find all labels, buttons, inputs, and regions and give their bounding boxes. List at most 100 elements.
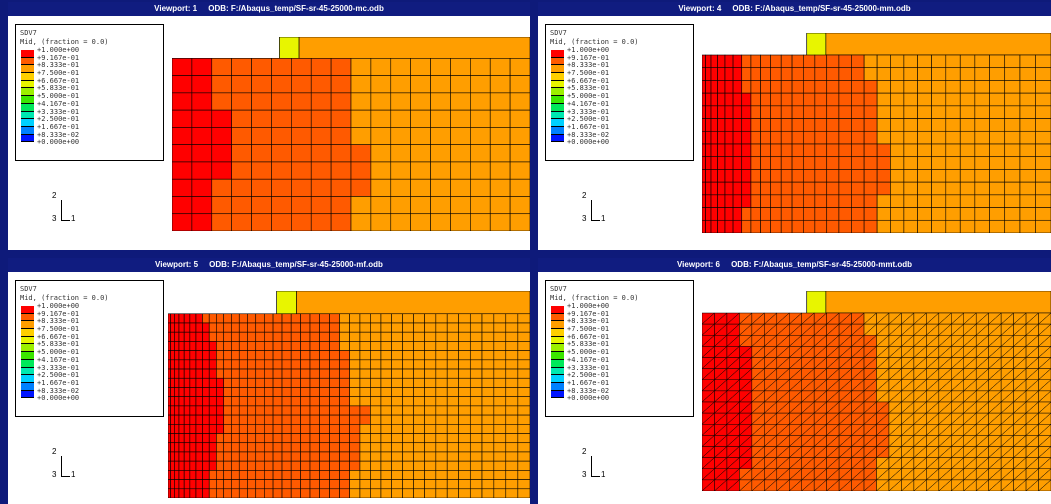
mesh-element [168,451,171,462]
legend-swatch [21,359,34,368]
mesh-element [863,194,878,208]
mesh-element [450,58,471,76]
mesh-element [791,92,804,107]
mesh-element [300,424,311,434]
mesh-element [202,451,210,462]
mesh-element [211,161,232,180]
mesh-element [231,92,252,111]
mesh-element [255,442,265,453]
mesh-element [424,350,437,361]
mesh-element [410,196,431,215]
mesh-element [717,105,726,119]
mesh-element [247,470,257,480]
legend-label: +7.500e-01 [567,69,610,78]
mesh-element [255,377,265,388]
mesh-element [446,414,459,425]
mesh-element [202,387,210,397]
mesh-element [989,54,1006,69]
mesh-element [339,341,350,351]
mesh-element [281,377,292,388]
mesh-element [959,54,976,69]
mesh-element [989,194,1006,208]
mesh-element [945,169,961,183]
mesh-element [247,322,257,333]
mesh-element [505,377,519,388]
mesh-element [189,442,197,453]
mesh-element [216,368,225,379]
mesh-element [189,313,197,324]
mesh-element [189,396,197,407]
mesh-element [174,359,180,370]
mesh-element [231,488,240,498]
mesh-element [255,341,265,351]
mesh-element [191,75,213,94]
mesh-element [959,181,976,196]
viewport-5[interactable]: Viewport: 5 ODB: F:/Abaqus_temp/SF-sr-45… [8,258,530,504]
mesh-element [255,479,265,490]
mesh-element [195,405,203,416]
legend-labels: +1.000e+00 +9.167e-01 +8.333e-01 +7.500e-01… [567,46,610,147]
mesh-element [430,213,451,231]
mesh-element [989,143,1006,158]
mesh-element [505,460,519,471]
viewport-1[interactable]: Viewport: 1 ODB: F:/Abaqus_temp/SF-sr-45… [8,2,530,250]
mesh-element [208,424,217,434]
mesh-element [359,359,371,370]
mesh-element [390,144,411,163]
mesh-element [174,396,180,407]
mesh-element [290,470,301,480]
mesh-element [780,105,793,119]
mesh-element [300,460,311,471]
mesh-element [517,341,530,351]
mesh-element [917,143,932,158]
legend-label: +9.167e-01 [567,309,610,318]
mesh-element [319,377,330,388]
mesh-element [255,470,265,480]
mesh-element [517,470,530,480]
mesh-element [931,130,947,145]
triad-label-2: 2 [52,447,57,456]
mesh-element [339,424,350,434]
mesh-element [424,479,437,490]
mesh-element [826,105,840,119]
triad-label-1: 1 [71,470,76,479]
mesh-element [178,442,185,453]
mesh-element [319,322,330,333]
mesh-element [481,331,495,342]
mesh-element [391,424,403,434]
viewport-4[interactable]: Viewport: 4 ODB: F:/Abaqus_temp/SF-sr-45… [538,2,1051,250]
mesh-element [750,143,761,158]
mesh-element [402,396,414,407]
mesh-element [238,368,248,379]
mesh-element [264,488,274,498]
mesh-element [300,442,311,453]
mesh-element [717,130,726,145]
mesh-element [430,75,451,94]
mesh-element [290,396,301,407]
mesh-element [272,442,283,453]
mesh-element [760,67,771,81]
mesh-element [770,181,782,196]
mesh-element [469,387,483,397]
mesh-element [826,80,840,94]
mesh-element [380,313,392,324]
mesh-element [890,143,905,158]
mesh-element [493,433,507,444]
mesh-top-strip [825,33,1051,56]
mesh-element [1035,105,1051,119]
legend-subtitle: Mid, (fraction = 0.0) [20,38,109,46]
mesh-element [272,377,283,388]
mesh-element [732,194,743,208]
mesh-element [989,207,1006,221]
viewport-6[interactable]: Viewport: 6 ODB: F:/Abaqus_temp/SF-sr-45… [538,258,1051,504]
mesh-element [505,488,519,498]
mesh-element [170,359,175,370]
mesh-element [231,58,252,76]
mesh-element [450,161,471,180]
mesh-element [195,350,203,361]
mesh-element [917,130,932,145]
mesh-element [989,169,1006,183]
mesh-plot [168,291,530,498]
mesh-element [802,118,816,132]
mesh-element [435,359,448,370]
